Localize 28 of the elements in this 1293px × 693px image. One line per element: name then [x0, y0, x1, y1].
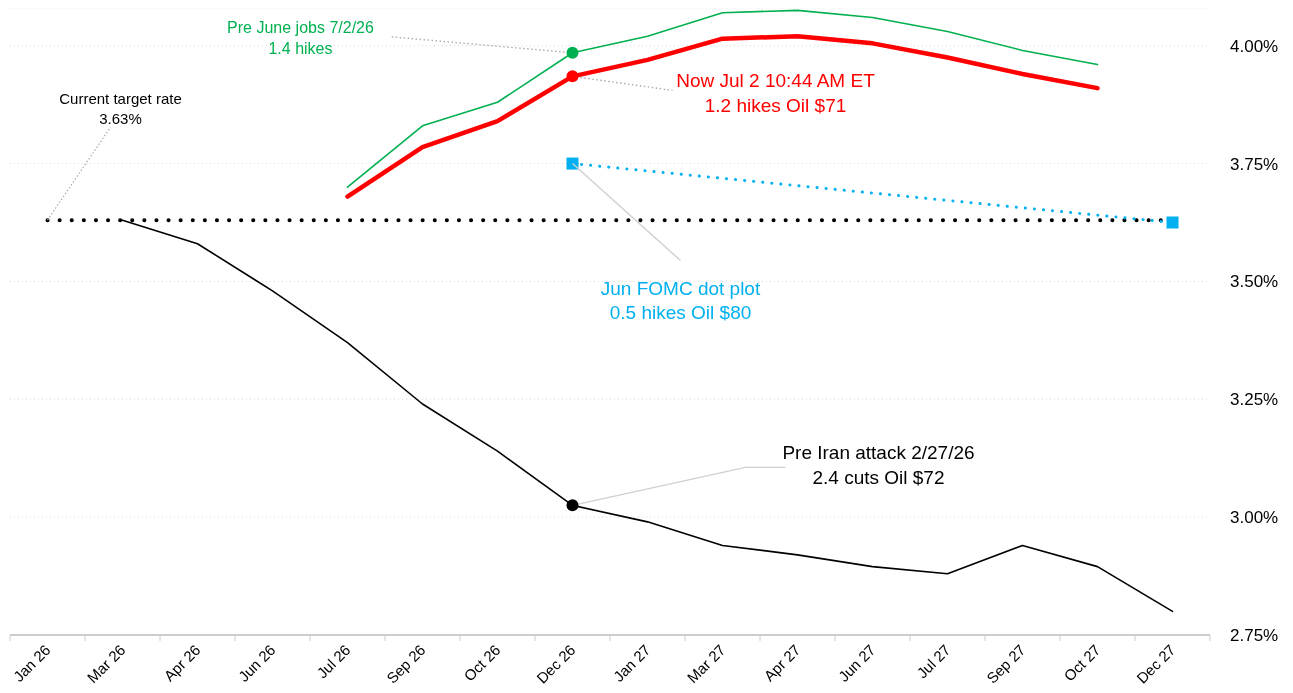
x-tick-label: Jun 27	[834, 641, 879, 685]
x-tick-label: Jan 26	[9, 641, 54, 685]
x-tick-label: Mar 26	[83, 641, 129, 687]
y-tick-label: 3.50%	[1230, 272, 1279, 292]
x-tick-label: Oct 27	[1060, 641, 1104, 685]
x-tick-label: Apr 26	[160, 641, 204, 685]
x-tick-label: Dec 26	[532, 641, 579, 687]
x-tick-label: Oct 26	[460, 641, 504, 685]
line-series	[345, 34, 1100, 199]
annotation: Now Jul 2 10:44 AM ET 1.2 hikes Oil $71	[676, 70, 876, 117]
ref-line-label: Current target rate 3.63%	[59, 90, 182, 127]
annotation: Pre June jobs 7/2/26 1.4 hikes	[227, 18, 374, 57]
x-tick-label: Jul 26	[313, 641, 354, 682]
x-tick-label: Jun 26	[234, 641, 279, 685]
x-tick-label: Sep 26	[382, 641, 429, 687]
y-tick-label: 4.00%	[1230, 36, 1279, 56]
x-tick-label: Mar 27	[683, 641, 729, 687]
annotation: Jun FOMC dot plot 0.5 hikes Oil $80	[600, 277, 761, 324]
y-tick-label: 3.75%	[1230, 154, 1279, 174]
annotation: Pre Iran attack 2/27/26 2.4 cuts Oil $72	[782, 442, 975, 489]
x-tick-label: Jul 27	[913, 641, 954, 682]
y-tick-label: 2.75%	[1230, 626, 1279, 646]
y-tick-label: 3.00%	[1230, 508, 1279, 528]
x-tick-label: Jan 27	[609, 641, 654, 685]
x-tick-label: Dec 27	[1132, 641, 1179, 687]
y-tick-label: 3.25%	[1230, 390, 1279, 410]
x-tick-label: Sep 27	[982, 641, 1029, 687]
x-tick-label: Apr 27	[760, 641, 804, 685]
